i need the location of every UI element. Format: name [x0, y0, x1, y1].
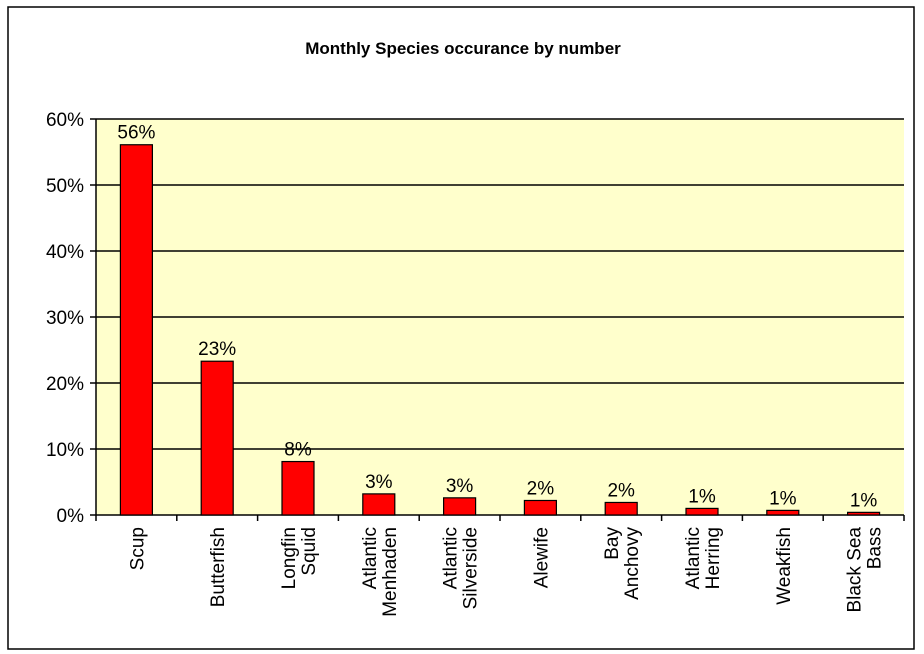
category-label-line: Black Sea [845, 527, 866, 613]
category-label: Atlantic Silverside [441, 527, 482, 609]
category-label-line: Silverside [461, 527, 482, 609]
data-label: 23% [198, 339, 236, 360]
y-axis-ticks: 0% 10% 20% 30% 40% 50% 60% [46, 110, 96, 527]
data-label: 56% [117, 123, 155, 144]
category-label-line: Menhaden [380, 527, 401, 617]
x-axis-ticks [95, 515, 905, 521]
category-label-line: Weakfish [774, 527, 795, 605]
category-label: Scup [127, 527, 148, 570]
bar [281, 460, 315, 516]
category-label: Weakfish [774, 527, 795, 605]
bar [846, 511, 881, 516]
category-labels: Scup Butterfish Longfin Squid Atlantic Menhad… [127, 527, 885, 617]
category-label: Alewife [531, 527, 552, 588]
category-label-line: Atlantic [441, 527, 462, 589]
category-label-line: Squid [299, 527, 320, 576]
category-label-line: Atlantic [683, 527, 704, 589]
data-label: 2% [527, 478, 555, 499]
category-label-line: Butterfish [208, 527, 229, 607]
bar [685, 507, 719, 516]
category-label-line: Atlantic [360, 527, 381, 589]
bar [766, 509, 800, 516]
y-tick-label: 10% [46, 440, 84, 461]
category-label-line: Anchovy [622, 527, 643, 600]
chart-title: Monthly Species occurance by number [305, 39, 621, 58]
category-label: Butterfish [208, 527, 229, 607]
y-tick-label: 50% [46, 176, 84, 197]
bar [443, 497, 477, 516]
category-label: Black Sea Bass [845, 527, 886, 613]
data-label: 1% [688, 486, 716, 507]
category-label-line: Alewife [531, 527, 552, 588]
data-label: 1% [769, 488, 797, 509]
y-tick-label: 60% [46, 110, 84, 131]
bar [119, 144, 154, 516]
category-label: Longfin Squid [279, 527, 320, 589]
category-label-line: Scup [127, 527, 148, 570]
category-label-line: Bay [602, 527, 623, 560]
bar [523, 499, 558, 516]
category-label-line: Bass [865, 527, 886, 569]
y-tick-label: 40% [46, 242, 84, 263]
category-label: Atlantic Menhaden [360, 527, 401, 617]
y-tick-label: 30% [46, 308, 84, 329]
category-label: Atlantic Herring [683, 527, 724, 589]
bars [119, 144, 881, 516]
bar [604, 501, 638, 516]
data-label: 8% [284, 440, 312, 461]
y-tick-label: 20% [46, 374, 84, 395]
data-label: 2% [607, 480, 635, 501]
data-label: 3% [446, 476, 474, 497]
category-label-line: Longfin [279, 527, 300, 589]
data-label: 3% [365, 472, 393, 493]
data-labels: 56% 23% 8% 3% 3% 2% 2% 1% 1% 1% [117, 123, 877, 512]
y-tick-label: 0% [57, 506, 85, 527]
category-label: Bay Anchovy [602, 527, 643, 600]
bar [362, 493, 396, 516]
category-label-line: Herring [703, 527, 724, 589]
bar [200, 360, 234, 516]
data-label: 1% [850, 490, 878, 511]
